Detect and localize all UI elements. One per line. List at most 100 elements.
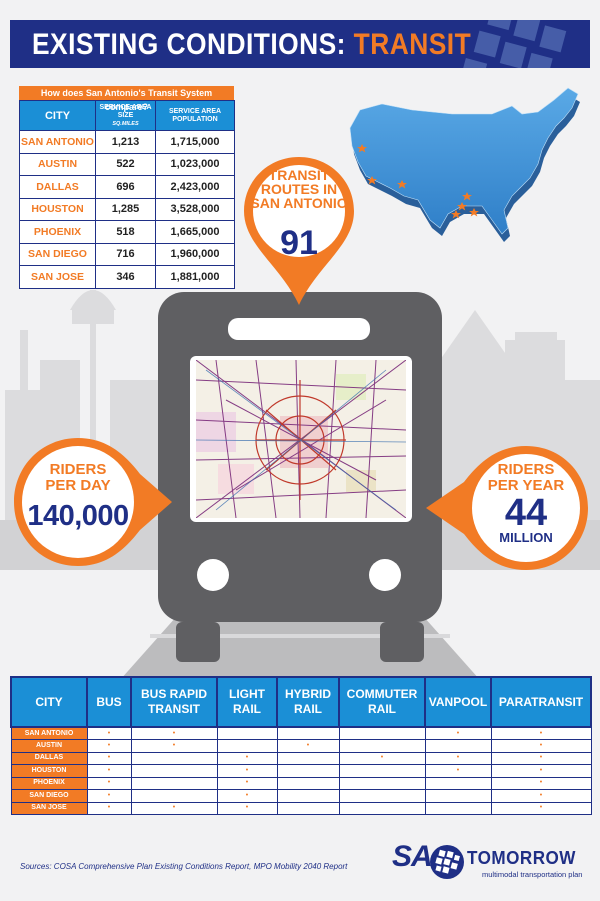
compare-row: SAN ANTONIO 1,213 1,715,000 [19, 130, 235, 154]
route-map-image [196, 360, 406, 518]
modes-table: CITY BUS BUS RAPID TRANSIT LIGHT RAIL HYBRID RA… [10, 676, 592, 815]
logo-sa: SA [392, 840, 433, 873]
logo-tomorrow: TOMORROW [467, 848, 576, 868]
compare-table: How does San Antonio's Transit System co… [19, 86, 235, 289]
compare-cell-area: 716 [95, 242, 156, 266]
routes-label-line-1: TRANSIT [268, 167, 330, 183]
riders-year-unit: MILLION [499, 530, 553, 545]
compare-cell-city: SAN JOSE [19, 265, 96, 289]
mode-available-dot: • [490, 776, 592, 790]
compare-row: PHOENIX 518 1,665,000 [19, 220, 235, 244]
mode-available-dot: • [338, 751, 426, 765]
mode-cell-empty [276, 789, 340, 803]
compare-cell-population: 1,023,000 [155, 152, 235, 176]
compare-row: SAN DIEGO 716 1,960,000 [19, 242, 235, 266]
modes-cell-city: PHOENIX [10, 776, 88, 790]
compare-cell-area: 522 [95, 152, 156, 176]
compare-cell-city: AUSTIN [19, 152, 96, 176]
modes-col-header-line: VANPOOL [428, 694, 488, 709]
mode-cell-empty [276, 764, 340, 778]
modes-row: SAN ANTONIO • • • • [10, 726, 592, 740]
mode-cell-empty [276, 776, 340, 790]
riders-year-value: 44 [504, 492, 548, 534]
riders-day-label-line-1: RIDERS [49, 461, 107, 478]
mode-available-dot: • [276, 739, 340, 753]
modes-cell-city: SAN DIEGO [10, 789, 88, 803]
title-accent: TRANSIT [353, 28, 472, 61]
compare-row: DALLAS 696 2,423,000 [19, 175, 235, 199]
col-header-area-label: SERVICE AREA SIZE [99, 103, 152, 119]
compare-cell-population: 3,528,000 [155, 197, 235, 221]
sources-note: Sources: COSA Comprehensive Plan Existin… [20, 862, 348, 871]
mode-available-dot: • [490, 764, 592, 778]
compare-cell-city: SAN ANTONIO [19, 130, 96, 154]
modes-table-grid: CITY BUS BUS RAPID TRANSIT LIGHT RAIL HYBRID RA… [10, 676, 592, 815]
mode-available-dot: • [216, 776, 278, 790]
mode-available-dot: • [86, 764, 132, 778]
riders-year-label-line-1: RIDERS [497, 461, 555, 478]
mode-cell-empty [276, 726, 340, 740]
routes-label: TRANSIT ROUTES IN SAN ANTONIO [240, 168, 358, 210]
mode-cell-empty [130, 776, 218, 790]
mode-cell-empty [338, 789, 426, 803]
mode-available-dot: • [490, 751, 592, 765]
col-header-area: SERVICE AREA SIZE SQ.MILES [95, 100, 156, 131]
compare-cell-area: 1,213 [95, 130, 156, 154]
compare-cell-area: 1,285 [95, 197, 156, 221]
mode-cell-empty [216, 726, 278, 740]
compare-cell-population: 1,960,000 [155, 242, 235, 266]
modes-col-header-line: RAIL [294, 702, 322, 716]
mode-cell-empty [424, 739, 492, 753]
modes-col-header: BUS RAPID TRANSIT [130, 676, 218, 728]
mode-available-dot: • [490, 726, 592, 740]
modes-cell-city: SAN ANTONIO [10, 726, 88, 740]
mode-available-dot: • [130, 801, 218, 815]
modes-cell-city: SAN JOSE [10, 801, 88, 815]
mode-available-dot: • [86, 726, 132, 740]
mode-cell-empty [130, 751, 218, 765]
mode-cell-empty [338, 776, 426, 790]
compare-table-grid: CITY SERVICE AREA SIZE SQ.MILES SERVICE A… [19, 100, 235, 289]
mode-available-dot: • [490, 801, 592, 815]
modes-cell-city: DALLAS [10, 751, 88, 765]
compare-table-caption: How does San Antonio's Transit System co… [19, 86, 234, 112]
mode-available-dot: • [216, 751, 278, 765]
riders-day-value: 140,000 [27, 500, 129, 532]
modes-cell-city: AUSTIN [10, 739, 88, 753]
mode-cell-empty [424, 776, 492, 790]
modes-col-header-line: RAIL [233, 702, 261, 716]
compare-cell-population: 1,715,000 [155, 130, 235, 154]
mode-available-dot: • [86, 789, 132, 803]
routes-pin-icon [244, 157, 354, 305]
col-header-population: SERVICE AREA POPULATION [155, 100, 235, 131]
mode-cell-empty [338, 764, 426, 778]
routes-value: 91 [280, 224, 318, 262]
mode-available-dot: • [424, 751, 492, 765]
compare-cell-population: 2,423,000 [155, 175, 235, 199]
header: EXISTING CONDITIONS: TRANSIT [0, 0, 600, 80]
modes-row: SAN JOSE • • • • [10, 801, 592, 815]
compare-cell-area: 346 [95, 265, 156, 289]
riders-year-bubble-icon [426, 446, 588, 570]
routes-label-line-2: ROUTES IN [260, 181, 338, 197]
page-title: EXISTING CONDITIONS: TRANSIT [32, 28, 471, 62]
mode-available-dot: • [130, 739, 218, 753]
modes-col-header-line: BUS [96, 694, 122, 709]
mode-available-dot: • [216, 764, 278, 778]
riders-day-bubble-icon [14, 438, 172, 566]
compare-cell-area: 696 [95, 175, 156, 199]
modes-col-header-line: COMMUTER [346, 687, 418, 701]
modes-col-header-line: LIGHT [229, 687, 265, 701]
mode-available-dot: • [86, 739, 132, 753]
mode-available-dot: • [490, 739, 592, 753]
compare-cell-city: DALLAS [19, 175, 96, 199]
modes-cell-city: HOUSTON [10, 764, 88, 778]
modes-col-header: HYBRID RAIL [276, 676, 340, 728]
modes-col-header-line: TRANSIT [148, 702, 200, 716]
mode-cell-empty [130, 789, 218, 803]
modes-col-header: CITY [10, 676, 88, 728]
compare-cell-city: PHOENIX [19, 220, 96, 244]
mode-cell-empty [424, 801, 492, 815]
modes-col-header-line: HYBRID [284, 687, 331, 701]
riders-year-label-line-2: PER YEAR [487, 477, 565, 494]
